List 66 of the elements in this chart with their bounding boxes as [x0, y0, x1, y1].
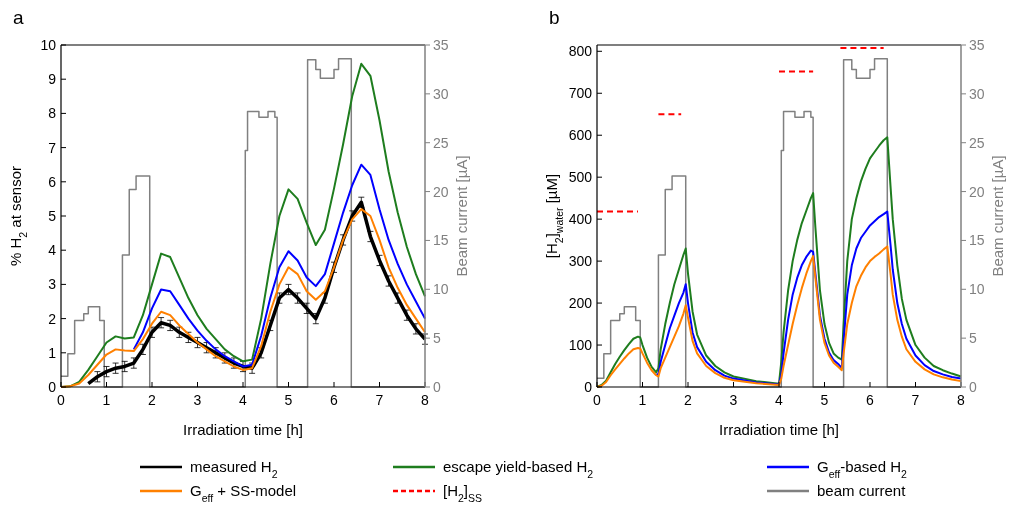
line-series: [655, 210, 962, 386]
x-tick-label: 1: [638, 392, 647, 408]
y2-tick-label: 10: [433, 281, 449, 298]
y-tick-label: 0: [584, 379, 593, 395]
y-tick-label: 700: [568, 85, 593, 102]
x-axis-title: Irradiation time [h]: [718, 421, 840, 438]
y-tick-label: 800: [568, 43, 593, 60]
legend-label: G$_{eff}$ + SS-model: [190, 482, 297, 504]
x-tick-label: 7: [375, 392, 384, 408]
y-tick-label: 200: [568, 295, 593, 312]
y-tick-label: 10: [40, 37, 57, 53]
legend-label: measured H$_{2}$: [190, 458, 278, 480]
x-tick-label: 4: [239, 392, 248, 408]
y-tick-label: 100: [568, 337, 593, 354]
x-tick-label: 1: [102, 392, 111, 408]
legend-label: [H$_{2}$]$_{SS}$: [443, 482, 483, 504]
chart-title: b: [549, 7, 560, 28]
y-tick-label: 6: [48, 173, 57, 190]
line-series: [132, 163, 426, 368]
x-tick-label: 4: [775, 392, 784, 408]
y2-tick-label: 30: [969, 85, 985, 102]
x-tick-label: 3: [729, 392, 738, 408]
x-tick-label: 8: [957, 392, 966, 408]
x-tick-label: 8: [421, 392, 430, 408]
x-tick-label: 2: [684, 392, 693, 408]
y-tick-label: 9: [48, 71, 57, 88]
legend-label: escape yield-based H$_{2}$: [443, 458, 594, 480]
y-tick-label: 300: [568, 253, 593, 270]
y-tick-label: 0: [48, 379, 57, 395]
y-tick-label: 5: [48, 208, 57, 224]
y2-axis-title: Beam current [µA]: [989, 155, 1006, 277]
y2-tick-label: 20: [969, 183, 985, 200]
y2-tick-label: 20: [433, 183, 449, 200]
x-axis-title: Irradiation time [h]: [182, 421, 304, 438]
y-tick-label: 3: [48, 276, 57, 293]
x-tick-label: 5: [820, 392, 829, 408]
y2-tick-label: 0: [433, 379, 441, 395]
y2-tick-label: 25: [433, 134, 449, 151]
legend-label: beam current: [817, 482, 907, 499]
y2-tick-label: 30: [433, 85, 449, 102]
x-tick-label: 3: [193, 392, 202, 408]
y2-tick-label: 25: [969, 134, 985, 151]
y2-tick-label: 10: [969, 281, 985, 298]
x-tick-label: 7: [911, 392, 920, 408]
y2-axis-title: Beam current [µA]: [453, 155, 470, 277]
y2-tick-label: 5: [969, 330, 977, 347]
y-tick-label: 7: [48, 139, 57, 156]
y-tick-label: 4: [48, 242, 57, 259]
legend-label: G$_{eff}$-based H$_{2}$: [817, 458, 908, 480]
x-tick-label: 2: [148, 392, 157, 408]
y-tick-label: 8: [48, 105, 57, 122]
y2-tick-label: 0: [969, 379, 977, 395]
x-tick-label: 5: [284, 392, 293, 408]
y-tick-label: 1: [48, 344, 57, 361]
y2-tick-label: 15: [969, 232, 985, 249]
y2-tick-label: 15: [433, 232, 449, 249]
x-tick-label: 6: [866, 392, 875, 408]
y-tick-label: 2: [48, 310, 57, 327]
chart-title: a: [13, 7, 24, 28]
y2-tick-label: 5: [433, 330, 441, 347]
y2-tick-label: 35: [433, 37, 449, 53]
y2-tick-label: 35: [969, 37, 985, 53]
y-tick-label: 500: [568, 169, 593, 186]
x-tick-label: 6: [330, 392, 339, 408]
y-tick-label: 400: [568, 211, 593, 228]
y-tick-label: 600: [568, 127, 593, 144]
